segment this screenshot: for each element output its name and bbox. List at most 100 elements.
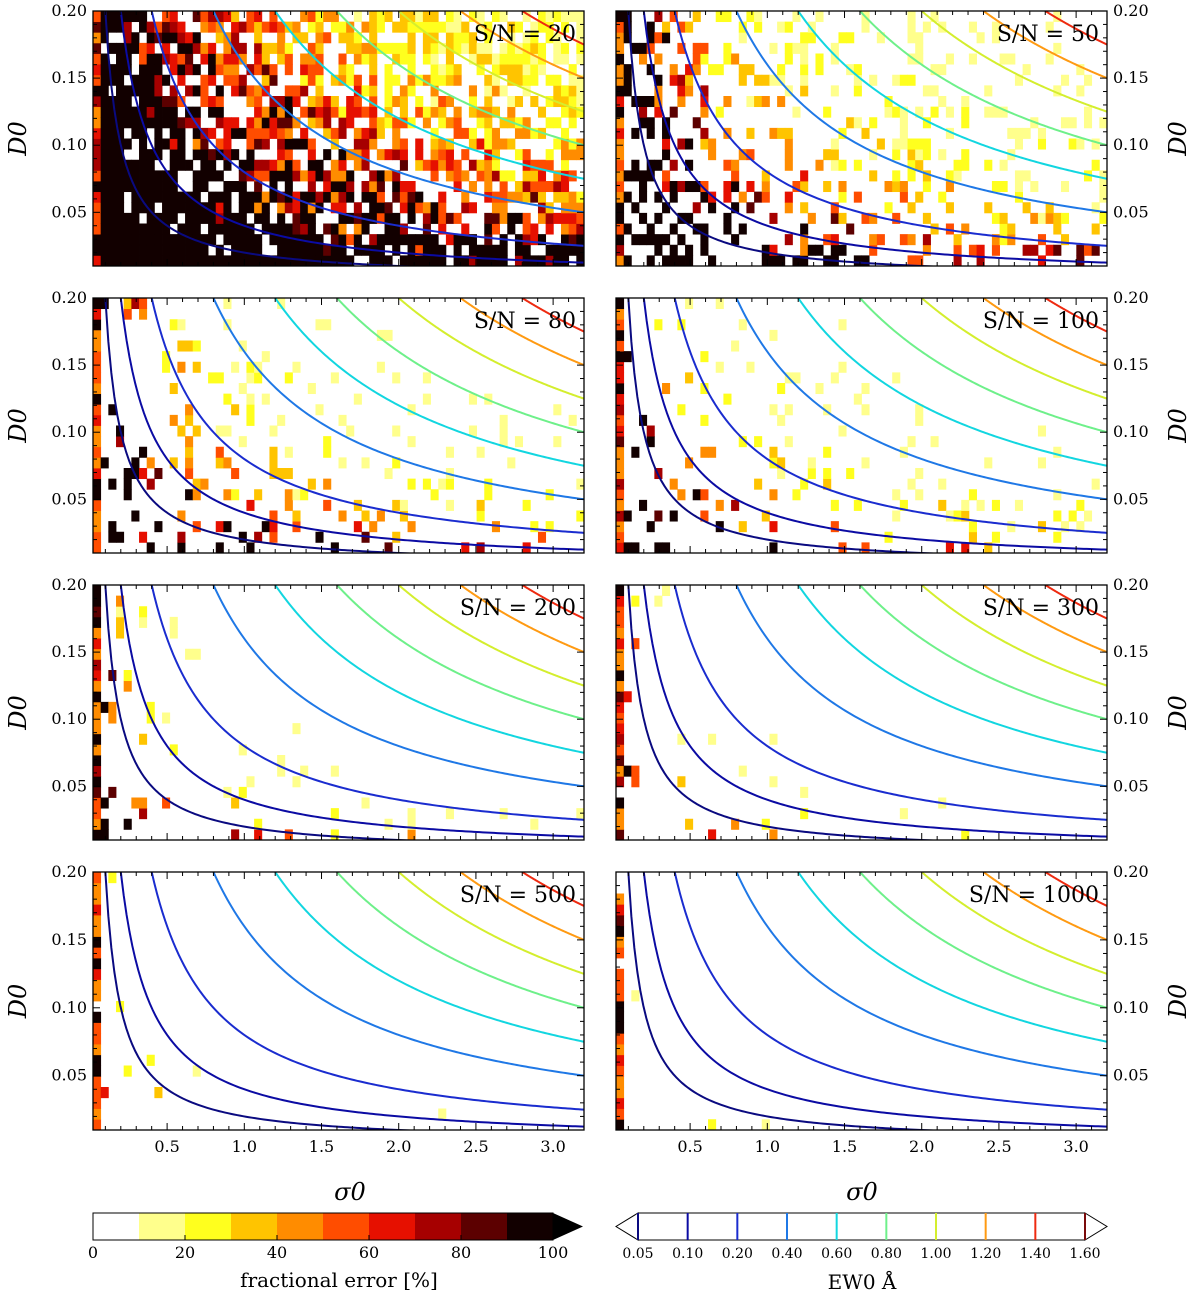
heatmap-cell bbox=[277, 244, 286, 256]
heatmap-cell bbox=[215, 223, 224, 235]
heatmap-cell bbox=[369, 138, 378, 150]
heatmap-cell bbox=[392, 149, 401, 161]
contour-ew-0.80 bbox=[336, 872, 584, 1009]
heatmap-cell bbox=[823, 446, 832, 458]
heatmap-cell bbox=[915, 414, 924, 426]
heatmap-cell bbox=[784, 436, 793, 448]
heatmap-cell bbox=[537, 212, 547, 224]
heatmap-cell bbox=[131, 127, 140, 139]
contour-ew-0.80 bbox=[859, 872, 1107, 1009]
heatmap-cell bbox=[991, 212, 1000, 224]
heatmap-cell bbox=[677, 21, 686, 33]
heatmap-cell bbox=[123, 96, 132, 108]
x-tick-label: 1.5 bbox=[309, 1137, 334, 1156]
heatmap-cells bbox=[616, 585, 970, 840]
heatmap-cell bbox=[323, 96, 332, 108]
heatmap-cell bbox=[192, 181, 201, 193]
heatmap-cell bbox=[746, 64, 755, 76]
heatmap-cell bbox=[108, 42, 117, 54]
heatmap-cell bbox=[616, 329, 625, 341]
heatmap-cell bbox=[807, 468, 816, 480]
heatmap-cell bbox=[292, 202, 301, 214]
heatmap-cell bbox=[616, 904, 625, 916]
heatmap-cell bbox=[507, 457, 516, 469]
heatmap-cell bbox=[961, 159, 970, 171]
heatmap-cell bbox=[922, 234, 931, 246]
heatmap-cell bbox=[777, 74, 786, 86]
heatmap-cell bbox=[861, 404, 870, 416]
heatmap-cell bbox=[669, 223, 678, 235]
heatmap-cell bbox=[100, 106, 109, 118]
heatmap-cell bbox=[616, 691, 625, 703]
heatmap-cell bbox=[616, 425, 625, 437]
heatmap-cell bbox=[277, 298, 286, 310]
heatmap-cell bbox=[422, 372, 431, 384]
heatmap-cell bbox=[1022, 64, 1031, 76]
heatmap-cell bbox=[108, 21, 117, 33]
heatmap-cell bbox=[616, 627, 625, 639]
heatmap-cell bbox=[445, 96, 454, 108]
heatmap-cell bbox=[238, 212, 247, 224]
heatmap-cell bbox=[491, 255, 501, 266]
heatmap-cell bbox=[685, 181, 694, 193]
heatmap-cell bbox=[116, 127, 125, 139]
heatmap-cell bbox=[476, 11, 485, 23]
heatmap-cell bbox=[453, 212, 462, 224]
heatmap-cell bbox=[108, 64, 117, 76]
heatmap-cell bbox=[685, 64, 694, 76]
heatmap-cell bbox=[438, 255, 447, 266]
heatmap-cell bbox=[899, 191, 908, 203]
heatmap-cell bbox=[991, 234, 1000, 246]
heatmap-cell bbox=[123, 117, 132, 129]
heatmap-cell bbox=[915, 468, 924, 480]
heatmap-cell bbox=[616, 404, 625, 416]
heatmap-cell bbox=[915, 106, 924, 118]
heatmap-cell bbox=[323, 11, 332, 23]
heatmap-cell bbox=[1014, 74, 1024, 86]
heatmap-cell bbox=[953, 159, 962, 171]
heatmap-cell bbox=[154, 234, 163, 246]
heatmap-cell bbox=[445, 138, 454, 150]
heatmap-cell bbox=[530, 96, 539, 108]
heatmap-cell bbox=[269, 531, 278, 543]
heatmap-cell bbox=[507, 21, 516, 33]
heatmap-cell bbox=[261, 159, 270, 171]
heatmap-cell bbox=[892, 372, 901, 384]
heatmap-cell bbox=[1091, 223, 1100, 235]
heatmap-cell bbox=[323, 117, 332, 129]
heatmap-cell bbox=[861, 212, 870, 224]
heatmap-cell bbox=[330, 159, 339, 171]
heatmap-cell bbox=[476, 64, 485, 76]
heatmap-cell bbox=[984, 202, 993, 214]
heatmap-cell bbox=[685, 85, 694, 97]
heatmap-cell bbox=[200, 181, 209, 193]
heatmap-cell bbox=[146, 223, 155, 235]
heatmap-cell bbox=[392, 127, 401, 139]
heatmap-cell bbox=[123, 818, 132, 830]
snr-label: S/N = 1000 bbox=[969, 883, 1099, 908]
heatmap-cell bbox=[484, 170, 493, 182]
heatmap-cell bbox=[1053, 531, 1062, 543]
heatmap-cell bbox=[892, 489, 901, 501]
heatmap-cell bbox=[800, 32, 809, 44]
heatmap-cell bbox=[553, 32, 562, 44]
heatmap-cell bbox=[177, 127, 186, 139]
heatmap-cell bbox=[723, 181, 732, 193]
heatmap-cell bbox=[616, 925, 625, 937]
heatmap-cell bbox=[476, 42, 485, 54]
heatmap-cell bbox=[576, 74, 584, 86]
heatmap-cell bbox=[807, 212, 816, 224]
heatmap-cell bbox=[261, 393, 270, 405]
snr-label: S/N = 200 bbox=[460, 596, 576, 621]
error-colorbar-bin bbox=[369, 1213, 416, 1240]
heatmap-cell bbox=[907, 149, 916, 161]
heatmap-cell bbox=[307, 478, 316, 490]
heatmap-cell bbox=[846, 468, 855, 480]
heatmap-cell bbox=[323, 170, 332, 182]
heatmap-cell bbox=[246, 21, 255, 33]
heatmap-cell bbox=[1045, 202, 1054, 214]
heatmap-cell bbox=[453, 127, 462, 139]
contour-ew-0.05 bbox=[104, 11, 424, 266]
heatmap-cell bbox=[522, 42, 531, 54]
heatmap-cell bbox=[484, 127, 493, 139]
